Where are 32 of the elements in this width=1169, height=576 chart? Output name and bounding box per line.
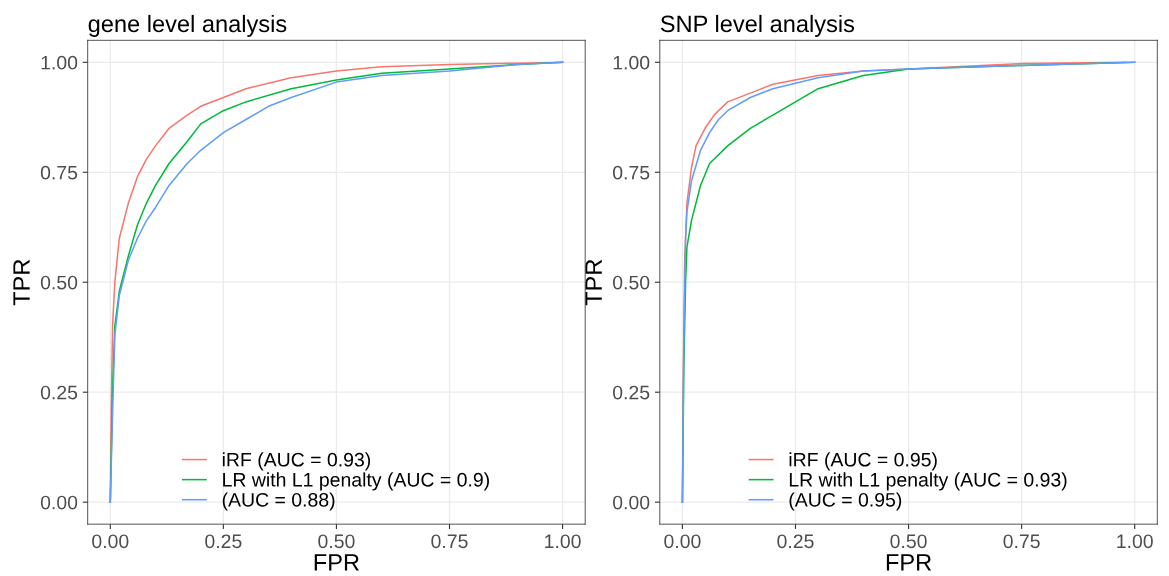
y-tick-label: 1.00 — [41, 55, 78, 70]
y-axis-title: TPR — [585, 259, 602, 306]
y-tick-label: 0.25 — [613, 385, 650, 400]
x-tick-label: 1.00 — [1117, 534, 1153, 549]
y-tick-label: 0.25 — [40, 385, 78, 400]
x-tick-label: 0.00 — [664, 534, 701, 549]
legend-label: iRF (AUC = 0.95) — [789, 452, 937, 471]
x-tick-label: 0.25 — [777, 534, 814, 549]
legend-label: (AUC = 0.88) — [222, 492, 335, 511]
legend-label: LR with L1 penalty (AUC = 0.9) — [223, 472, 489, 491]
legend-label: iRF (AUC = 0.93) — [222, 452, 371, 471]
x-tick-label: 0.50 — [890, 534, 927, 549]
x-axis-title: FPR — [886, 554, 932, 571]
y-tick-label: 0.50 — [40, 275, 78, 290]
x-axis-title: FPR — [314, 554, 359, 571]
y-tick-label: 0.75 — [613, 165, 650, 180]
y-tick-label: 1.00 — [613, 55, 650, 70]
x-tick-label: 0.00 — [92, 534, 129, 549]
y-tick-label: 0.00 — [40, 495, 78, 510]
x-tick-label: 0.25 — [205, 534, 242, 549]
legend-label: LR with L1 penalty (AUC = 0.93) — [789, 472, 1067, 491]
chart-title: SNP level analysis — [660, 14, 855, 37]
x-tick-label: 0.75 — [1003, 534, 1040, 549]
legend-label: (AUC = 0.95) — [789, 492, 902, 511]
chart-title: gene level analysis — [88, 14, 287, 37]
y-axis-title: TPR — [13, 259, 30, 306]
y-tick-label: 0.00 — [613, 495, 650, 510]
x-tick-label: 0.75 — [431, 534, 468, 549]
x-tick-label: 0.50 — [318, 534, 355, 549]
y-tick-label: 0.50 — [613, 275, 650, 290]
x-tick-label: 1.00 — [545, 534, 581, 549]
y-tick-label: 0.75 — [40, 165, 78, 180]
